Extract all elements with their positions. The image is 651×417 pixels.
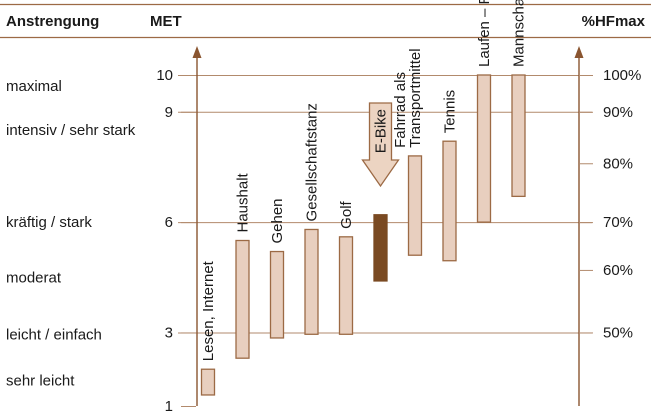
met-tick-label: 10 <box>156 67 173 84</box>
hfmax-tick-label: 50% <box>603 324 633 341</box>
activity-bar <box>442 140 457 262</box>
column-headers: Anstrengung MET %HFmax <box>6 13 646 30</box>
activity-bar <box>304 228 319 335</box>
activity-label: Lesen, Internet <box>200 260 217 361</box>
met-axis-arrow-icon <box>192 46 202 58</box>
activity-label: Mannschaftssport <box>511 0 528 67</box>
hfmax-tick-labels: 100% 90% 80% 70% 60% 50% <box>579 67 641 341</box>
effort-labels: maximal intensiv / sehr stark kräftig / st… <box>6 78 136 389</box>
hfmax-axis-arrow-icon <box>574 46 584 58</box>
hfmax-tick-label: 70% <box>603 214 633 231</box>
effort-level-label: leicht / einfach <box>6 326 102 343</box>
activity-label: Haushalt <box>235 172 252 232</box>
met-tick-label: 6 <box>165 214 173 231</box>
activity-bar <box>235 239 250 359</box>
activity-bar <box>407 155 423 256</box>
activity-label: Gehen <box>269 198 286 243</box>
effort-level-label: maximal <box>6 78 62 95</box>
hfmax-tick-label: 60% <box>603 262 633 279</box>
callout-arrow-icon <box>361 102 400 188</box>
ebike-callout: E-Bike <box>361 102 400 188</box>
activity-label: Golf <box>338 200 355 228</box>
hfmax-tick-label: 90% <box>603 104 633 121</box>
met-tick-label: 3 <box>165 324 173 341</box>
effort-level-label: moderat <box>6 269 62 286</box>
effort-header: Anstrengung <box>6 13 99 30</box>
effort-level-label: intensiv / sehr stark <box>6 122 136 139</box>
met-header: MET <box>150 13 182 30</box>
activity-label: Laufen – Rennen <box>476 0 493 67</box>
hfmax-tick-label: 100% <box>603 67 641 84</box>
activity-label: Transportmittel <box>407 48 424 147</box>
activity-label: Fahrrad als <box>392 72 409 148</box>
activity-bar <box>476 74 492 223</box>
hfmax-tick-label: 80% <box>603 155 633 172</box>
activity-bar <box>373 214 388 282</box>
activity-label: Tennis <box>442 90 459 133</box>
hfmax-header: %HFmax <box>582 13 646 30</box>
activity-bar <box>338 236 354 335</box>
activity-bars <box>200 74 526 396</box>
activity-bar <box>200 368 216 396</box>
met-tick-label: 1 <box>165 398 173 415</box>
header-rules <box>0 3 651 39</box>
effort-level-label: sehr leicht <box>6 372 75 389</box>
activity-label: E-Bike <box>373 109 390 153</box>
activity-label: Gesellschaftstanz <box>304 103 321 221</box>
met-tick-label: 9 <box>165 104 173 121</box>
activity-bar <box>511 74 526 198</box>
activity-labels: Lesen, Internet Haushalt Gehen Gesellschaft… <box>200 0 528 361</box>
effort-level-label: kräftig / stark <box>6 214 92 231</box>
met-tick-labels: 10 9 6 3 1 <box>156 67 196 415</box>
activity-bar <box>269 250 285 339</box>
